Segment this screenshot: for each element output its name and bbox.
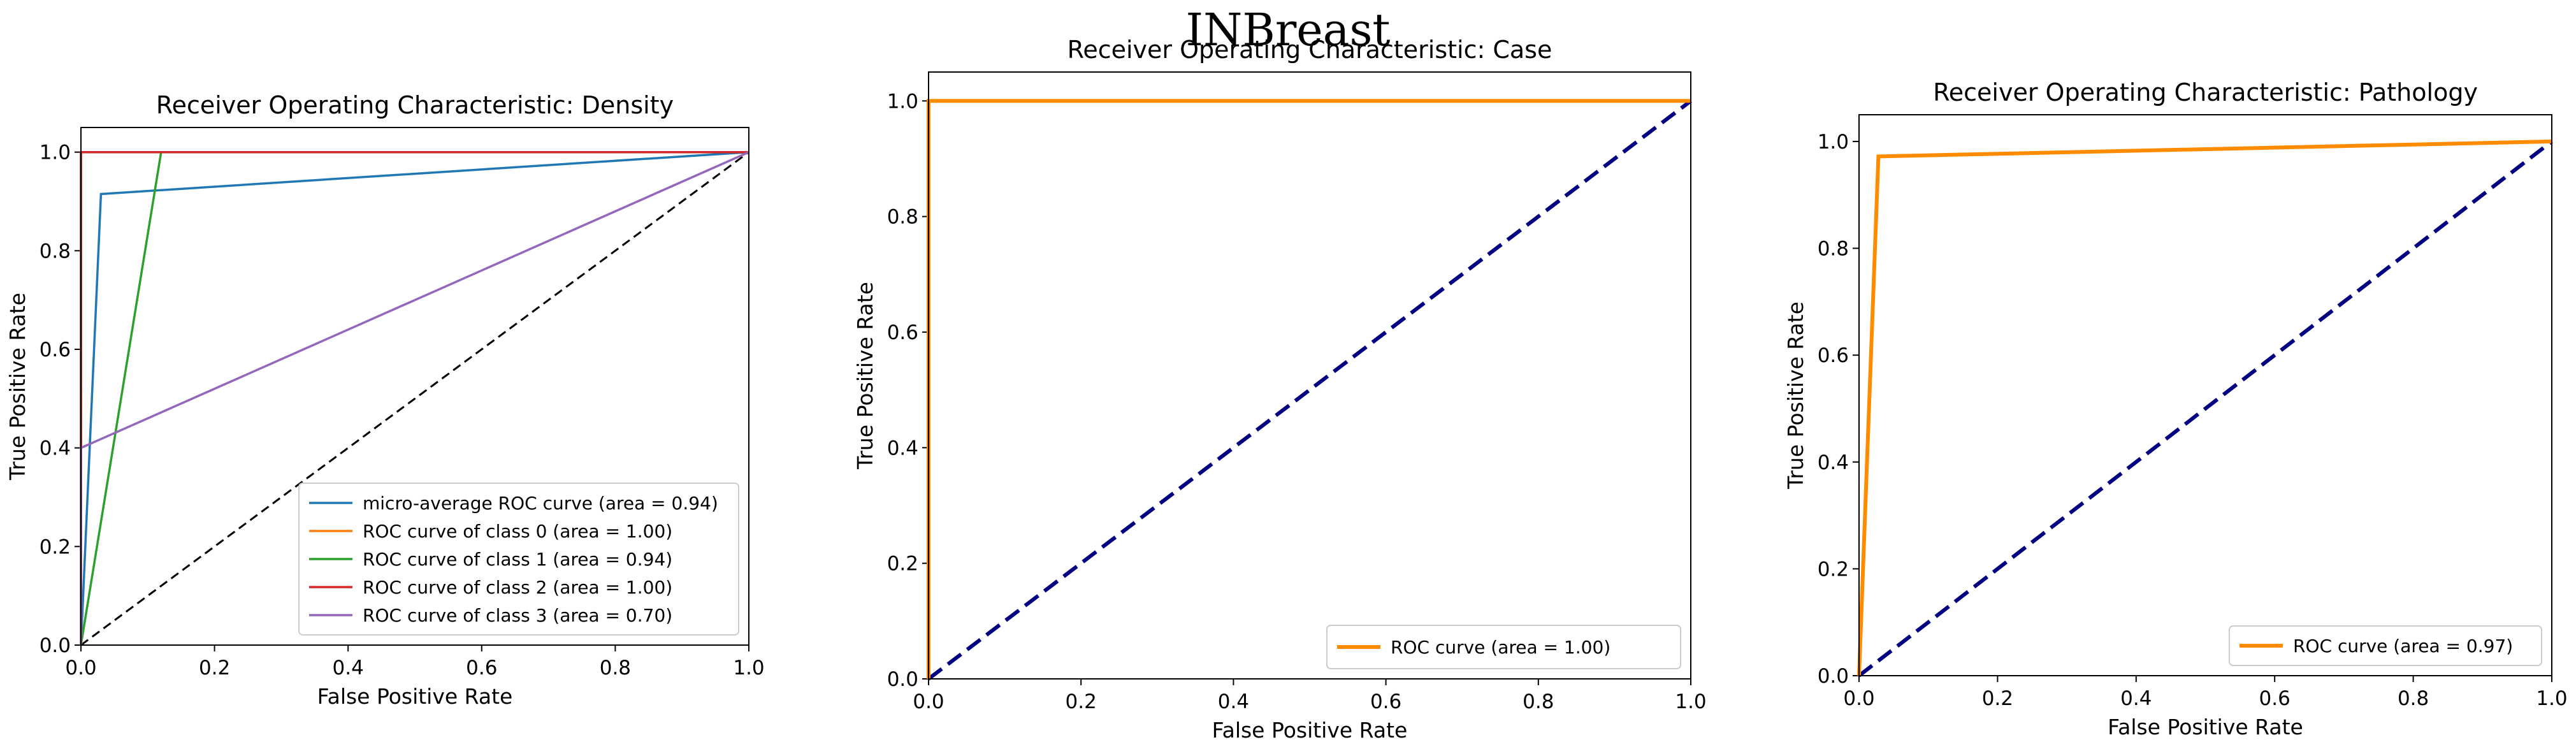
y-axis-label: True Positive Rate (853, 282, 878, 470)
y-tick-label: 0.4 (1818, 451, 1849, 474)
x-axis-label: False Positive Rate (317, 684, 513, 709)
y-tick-label: 0.0 (40, 634, 71, 657)
chart-title: Receiver Operating Characteristic: Case (1067, 36, 1552, 64)
legend-label: micro-average ROC curve (area = 0.94) (363, 493, 718, 514)
x-tick-label: 0.2 (1066, 690, 1097, 713)
figure-title: INBreast (1185, 4, 1391, 56)
legend-box (298, 483, 739, 636)
y-axis-label: True Positive Rate (1783, 302, 1808, 490)
chance-line (927, 99, 1692, 681)
legend-label: ROC curve (area = 0.97) (2293, 636, 2513, 657)
y-tick-label: 0.4 (40, 437, 71, 460)
y-tick-label: 0.2 (887, 553, 918, 576)
legend-label: ROC curve of class 2 (area = 1.00) (363, 577, 672, 598)
y-tick-label: 1.0 (40, 142, 71, 164)
x-tick-label: 0.0 (913, 690, 944, 713)
y-tick-label: 0.2 (1818, 558, 1849, 581)
y-axis-label: True Positive Rate (5, 293, 30, 481)
y-tick-label: 1.0 (887, 90, 918, 113)
x-axis-label: False Positive Rate (2108, 715, 2303, 739)
x-tick-label: 0.8 (2398, 687, 2429, 710)
plot-frame (928, 71, 1691, 680)
case-roc-chart: Receiver Operating Characteristic: Case 0… (853, 36, 1707, 743)
x-tick-label: 0.6 (2259, 687, 2290, 710)
x-tick-label: 1.0 (1675, 690, 1706, 713)
plot-frame (80, 127, 749, 646)
legend-box (1326, 625, 1681, 669)
x-tick-label: 0.4 (333, 657, 364, 680)
x-tick-label: 0.0 (65, 657, 96, 680)
legend-label: ROC curve of class 0 (area = 1.00) (363, 521, 672, 542)
y-tick-label: 0.0 (887, 668, 918, 691)
y-tick-label: 0.4 (887, 437, 918, 460)
y-tick-label: 0.8 (887, 206, 918, 229)
y-tick-label: 0.8 (1818, 238, 1849, 261)
y-tick-label: 0.8 (40, 240, 71, 263)
roc-series-0 (80, 150, 749, 646)
x-tick-label: 0.4 (2120, 687, 2152, 710)
legend-label: ROC curve (area = 1.00) (1391, 637, 1610, 658)
y-tick-label: 0.0 (1818, 665, 1849, 688)
legend-label: ROC curve of class 1 (area = 0.94) (363, 549, 672, 570)
roc-series-0 (1857, 139, 2552, 676)
y-tick-label: 0.6 (40, 338, 71, 361)
x-tick-label: 1.0 (2536, 687, 2567, 710)
x-tick-label: 0.2 (199, 657, 230, 680)
chart-title: Receiver Operating Characteristic: Densi… (156, 91, 674, 119)
x-tick-label: 0.2 (1982, 687, 2013, 710)
y-tick-label: 0.6 (1818, 344, 1849, 367)
legend-label: ROC curve of class 3 (area = 0.70) (363, 605, 672, 626)
x-tick-label: 0.4 (1218, 690, 1249, 713)
y-tick-label: 0.6 (887, 321, 918, 344)
density-roc-chart: Receiver Operating Characteristic: Densi… (5, 91, 765, 709)
chance-line (1858, 140, 2553, 678)
x-tick-label: 0.6 (466, 657, 497, 680)
x-axis-label: False Positive Rate (1212, 718, 1408, 743)
plot-frame (1858, 114, 2552, 676)
pathology-roc-chart: Receiver Operating Characteristic: Patho… (1783, 78, 2568, 739)
x-tick-label: 0.0 (1843, 687, 1874, 710)
legend-box (2229, 625, 2542, 666)
x-tick-label: 0.8 (1523, 690, 1554, 713)
chart-title: Receiver Operating Characteristic: Patho… (1933, 78, 2478, 106)
chance-line (80, 151, 749, 646)
x-tick-label: 1.0 (733, 657, 764, 680)
x-tick-label: 0.8 (600, 657, 631, 680)
x-tick-label: 0.6 (1370, 690, 1401, 713)
y-tick-label: 0.2 (40, 535, 71, 558)
y-tick-label: 1.0 (1818, 131, 1849, 154)
